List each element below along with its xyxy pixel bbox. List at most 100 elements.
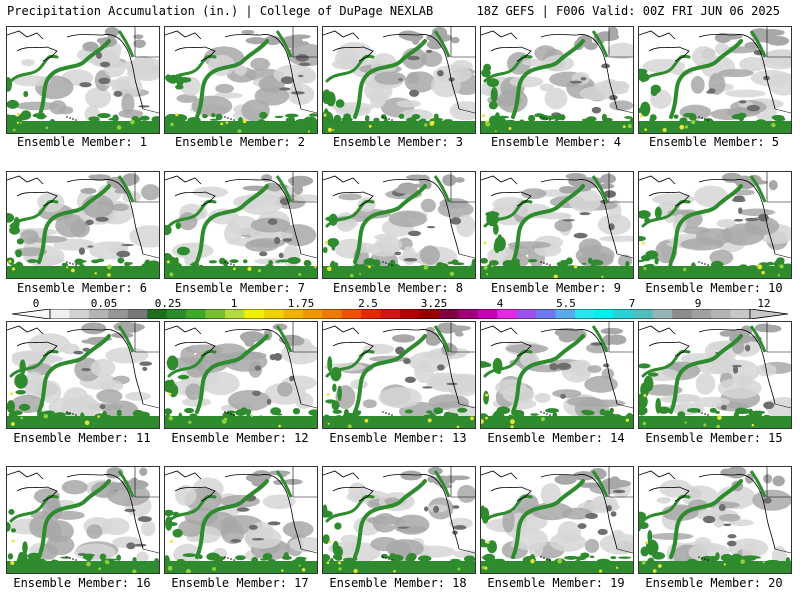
colorbar-tick-label: 12 <box>757 297 771 310</box>
ensemble-member-label: Ensemble Member: 6 <box>16 281 148 295</box>
colorbar-segment <box>263 309 284 319</box>
colorbar-tick-label: 9 <box>694 297 702 310</box>
ensemble-member-label: Ensemble Member: 13 <box>329 431 467 445</box>
colorbar-right-arrow <box>749 309 788 319</box>
header-left: Precipitation Accumulation (in.) | Colle… <box>7 4 434 18</box>
colorbar-segment <box>633 309 654 319</box>
precipitation-map <box>639 172 791 278</box>
colorbar-tick-label: 7 <box>628 297 636 310</box>
precipitation-map <box>165 27 317 133</box>
colorbar-segment <box>691 309 712 319</box>
colorbar-segment <box>477 309 498 319</box>
colorbar-segment <box>302 309 323 319</box>
colorbar-segment <box>88 309 109 319</box>
colorbar-segment <box>458 309 479 319</box>
ensemble-map-panel <box>6 466 160 574</box>
colorbar-segment <box>322 309 342 319</box>
colorbar-segment <box>225 309 245 319</box>
precipitation-map <box>165 467 317 573</box>
header-right: 18Z GEFS | F006 Valid: 00Z FRI JUN 06 20… <box>476 4 780 18</box>
ensemble-member-label: Ensemble Member: 15 <box>645 431 783 445</box>
colorbar-tick-label: 0 <box>32 297 40 310</box>
ensemble-member-label: Ensemble Member: 16 <box>13 576 151 590</box>
colorbar-segment <box>341 309 362 319</box>
colorbar-segment <box>730 309 751 319</box>
ensemble-map-panel <box>638 171 792 279</box>
ensemble-map-panel <box>322 171 476 279</box>
ensemble-member-label: Ensemble Member: 4 <box>490 135 622 149</box>
ensemble-member-label: Ensemble Member: 12 <box>171 431 309 445</box>
ensemble-map-panel <box>164 466 318 574</box>
precipitation-map <box>481 322 633 428</box>
ensemble-map-panel <box>164 321 318 429</box>
colorbar-segment <box>672 309 692 319</box>
colorbar-tick-label: 3.25 <box>420 297 448 310</box>
colorbar-segment <box>516 309 537 319</box>
colorbar-segment <box>613 309 634 319</box>
ensemble-map-panel <box>638 466 792 574</box>
colorbar-segment <box>575 309 595 319</box>
precipitation-map <box>165 172 317 278</box>
ensemble-member-label: Ensemble Member: 11 <box>13 431 151 445</box>
precipitation-map <box>639 27 791 133</box>
colorbar-segment <box>69 309 90 319</box>
colorbar-tick-label: 4 <box>496 297 504 310</box>
ensemble-map-panel <box>322 26 476 134</box>
ensemble-member-label: Ensemble Member: 3 <box>332 135 464 149</box>
ensemble-member-label: Ensemble Member: 10 <box>645 281 783 295</box>
precipitation-map <box>481 467 633 573</box>
colorbar-tick-label: 1 <box>230 297 238 310</box>
precipitation-map <box>7 172 159 278</box>
ensemble-member-label: Ensemble Member: 17 <box>171 576 309 590</box>
precipitation-map <box>639 322 791 428</box>
colorbar-segment <box>283 309 304 319</box>
precipitation-map <box>7 27 159 133</box>
precipitation-map <box>7 467 159 573</box>
colorbar-segment <box>419 309 440 319</box>
ensemble-map-panel <box>638 321 792 429</box>
ensemble-member-label: Ensemble Member: 20 <box>645 576 783 590</box>
ensemble-member-label: Ensemble Member: 5 <box>648 135 780 149</box>
ensemble-map-panel <box>638 26 792 134</box>
ensemble-member-label: Ensemble Member: 7 <box>174 281 306 295</box>
colorbar-segment <box>497 309 517 319</box>
ensemble-map-panel <box>6 26 160 134</box>
ensemble-map-panel <box>6 171 160 279</box>
colorbar-tick-label: 1.75 <box>287 297 315 310</box>
ensemble-member-label: Ensemble Member: 14 <box>487 431 625 445</box>
ensemble-map-panel <box>164 26 318 134</box>
ensemble-map-panel <box>322 321 476 429</box>
colorbar <box>12 309 788 319</box>
ensemble-member-label: Ensemble Member: 19 <box>487 576 625 590</box>
ensemble-map-panel <box>480 26 634 134</box>
colorbar-left-arrow <box>12 309 51 319</box>
ensemble-member-label: Ensemble Member: 9 <box>490 281 622 295</box>
ensemble-map-panel <box>6 321 160 429</box>
ensemble-map-panel <box>480 466 634 574</box>
colorbar-segment <box>147 309 167 319</box>
colorbar-segment <box>50 309 70 319</box>
colorbar-segment <box>594 309 615 319</box>
colorbar-segment <box>652 309 673 319</box>
ensemble-map-panel <box>480 171 634 279</box>
colorbar-segment <box>127 309 148 319</box>
precipitation-map <box>481 27 633 133</box>
colorbar-segment <box>205 309 226 319</box>
colorbar-segment <box>186 309 206 319</box>
ensemble-map-panel <box>480 321 634 429</box>
precipitation-map <box>323 322 475 428</box>
colorbar-segment <box>536 309 556 319</box>
ensemble-member-label: Ensemble Member: 1 <box>16 135 148 149</box>
precipitation-map <box>323 467 475 573</box>
ensemble-map-panel <box>164 171 318 279</box>
precipitation-map <box>323 27 475 133</box>
colorbar-tick-label: 0.25 <box>154 297 182 310</box>
precipitation-map <box>481 172 633 278</box>
precipitation-map <box>7 322 159 428</box>
colorbar-segment <box>166 309 187 319</box>
ensemble-member-label: Ensemble Member: 18 <box>329 576 467 590</box>
ensemble-member-label: Ensemble Member: 8 <box>332 281 464 295</box>
precipitation-map <box>323 172 475 278</box>
ensemble-map-panel <box>322 466 476 574</box>
colorbar-segment <box>400 309 420 319</box>
